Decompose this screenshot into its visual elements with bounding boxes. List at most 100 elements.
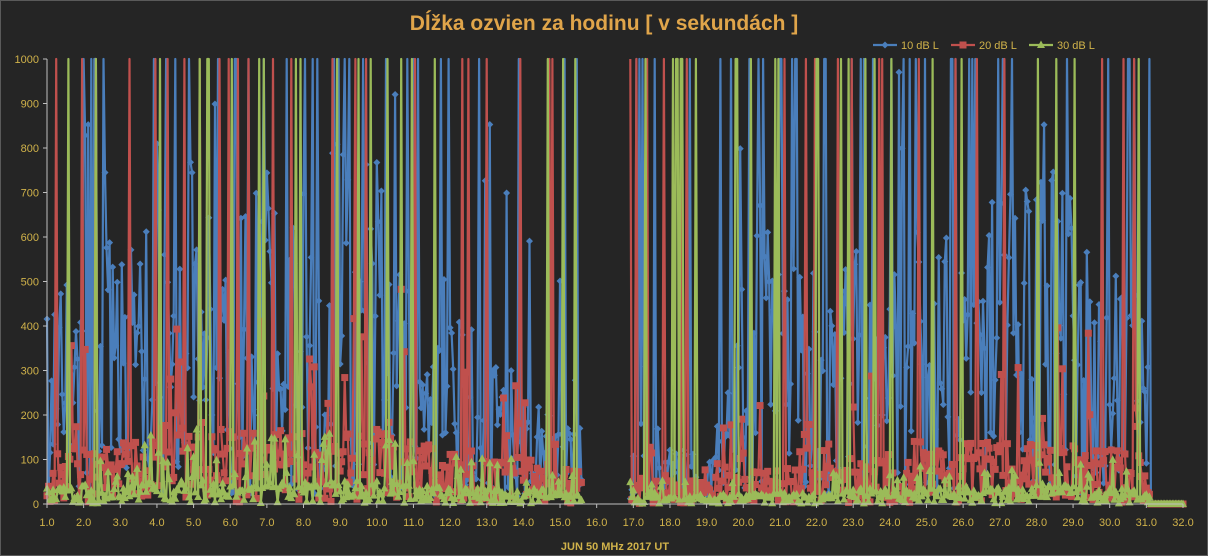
data-point — [974, 449, 982, 457]
data-point — [281, 434, 290, 443]
data-point — [761, 252, 769, 260]
data-point — [133, 464, 142, 472]
data-point — [764, 467, 772, 475]
data-point — [994, 483, 1003, 491]
data-point — [238, 460, 246, 468]
data-point — [1043, 282, 1051, 290]
data-point — [1122, 467, 1131, 475]
data-point — [247, 483, 256, 492]
data-point — [212, 455, 221, 464]
data-point — [463, 470, 471, 478]
data-point — [1090, 319, 1098, 327]
data-point — [376, 291, 384, 299]
data-point — [372, 476, 381, 485]
data-point — [146, 431, 155, 439]
data-point — [901, 497, 910, 506]
data-point — [743, 494, 752, 502]
data-point — [392, 479, 401, 488]
data-point — [852, 247, 860, 255]
data-point — [1060, 448, 1068, 456]
data-point — [862, 491, 871, 499]
x-tick-label: 24.0 — [879, 517, 900, 529]
data-point — [341, 374, 349, 382]
data-point — [429, 488, 438, 497]
data-point — [525, 464, 533, 472]
data-point — [167, 375, 175, 383]
data-point — [304, 469, 312, 477]
data-point — [132, 438, 140, 446]
data-point — [500, 386, 508, 394]
data-point — [467, 447, 475, 455]
data-point — [238, 486, 247, 494]
data-point — [738, 285, 746, 293]
data-point — [1121, 450, 1129, 458]
data-point — [393, 382, 401, 390]
data-point — [377, 439, 385, 447]
data-point — [334, 480, 343, 489]
legend-marker — [959, 41, 967, 49]
data-point — [86, 475, 94, 483]
y-tick-label: 400 — [21, 321, 39, 333]
data-point — [118, 261, 126, 269]
data-point — [191, 260, 199, 268]
data-point — [181, 483, 190, 492]
data-point — [472, 490, 481, 498]
data-point — [1103, 314, 1111, 322]
data-point — [881, 457, 889, 465]
data-point — [77, 471, 85, 479]
data-point — [279, 480, 288, 488]
data-point — [843, 486, 852, 494]
data-point — [1069, 481, 1078, 490]
data-point — [308, 496, 317, 505]
data-point — [330, 479, 339, 488]
data-point — [627, 492, 636, 501]
data-point — [141, 375, 149, 383]
data-point — [109, 263, 117, 271]
data-point — [188, 472, 197, 481]
data-point — [985, 444, 993, 452]
data-point — [52, 494, 61, 503]
data-point — [403, 445, 411, 453]
data-point — [637, 420, 645, 428]
data-point — [1077, 278, 1085, 286]
data-point — [123, 469, 132, 478]
data-point — [388, 477, 397, 485]
data-point — [1086, 411, 1094, 419]
data-point — [951, 497, 960, 506]
data-point — [914, 495, 923, 504]
data-point — [108, 492, 117, 501]
data-point — [177, 424, 185, 432]
data-point — [910, 339, 918, 347]
data-point — [527, 456, 535, 464]
data-point — [658, 476, 667, 484]
data-point — [456, 465, 465, 473]
legend-marker — [881, 41, 889, 49]
data-point — [925, 466, 934, 474]
data-point — [999, 471, 1007, 479]
data-point — [197, 480, 206, 489]
data-point — [381, 440, 390, 449]
data-point — [796, 448, 804, 456]
data-point — [299, 487, 308, 496]
data-point — [70, 445, 78, 453]
data-point — [230, 469, 239, 478]
data-point — [791, 466, 799, 474]
data-point — [964, 311, 972, 319]
data-point — [136, 487, 145, 495]
data-point — [262, 460, 271, 468]
data-point — [503, 432, 511, 440]
data-point — [344, 430, 352, 438]
data-point — [1058, 365, 1066, 373]
data-point — [453, 471, 462, 479]
data-point — [567, 435, 575, 443]
data-point — [285, 483, 294, 491]
data-point — [235, 498, 243, 506]
data-point — [930, 497, 939, 505]
data-point — [426, 395, 434, 403]
data-point — [646, 443, 654, 451]
data-point — [1004, 483, 1013, 491]
data-point — [648, 449, 656, 457]
data-point — [113, 278, 121, 286]
data-point — [535, 403, 543, 411]
y-tick-label: 100 — [21, 455, 39, 467]
